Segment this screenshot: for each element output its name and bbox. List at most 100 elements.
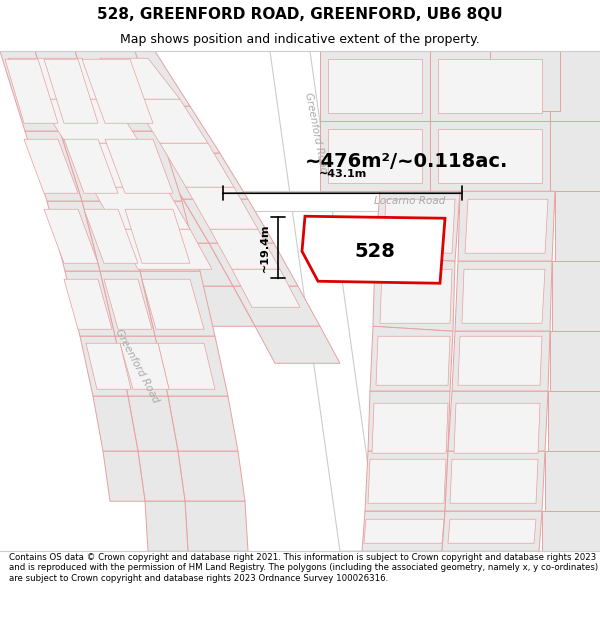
Polygon shape: [548, 391, 600, 451]
Polygon shape: [64, 279, 112, 329]
Text: 528: 528: [355, 242, 395, 261]
Polygon shape: [119, 243, 233, 286]
Polygon shape: [35, 51, 100, 131]
Polygon shape: [462, 269, 545, 323]
Polygon shape: [122, 201, 200, 271]
Polygon shape: [233, 286, 320, 326]
Polygon shape: [92, 188, 190, 229]
Polygon shape: [105, 139, 173, 193]
Text: ~19.4m: ~19.4m: [260, 224, 270, 272]
Polygon shape: [550, 121, 600, 191]
Text: Greenford Road: Greenford Road: [113, 328, 161, 405]
Polygon shape: [30, 51, 230, 551]
Polygon shape: [373, 256, 455, 331]
Polygon shape: [93, 396, 138, 451]
Polygon shape: [542, 511, 600, 551]
Polygon shape: [210, 229, 280, 269]
Polygon shape: [44, 209, 98, 263]
Polygon shape: [125, 209, 190, 263]
Polygon shape: [458, 191, 555, 261]
Polygon shape: [160, 143, 234, 188]
Polygon shape: [44, 59, 98, 123]
Polygon shape: [35, 106, 155, 153]
Polygon shape: [80, 336, 128, 396]
Polygon shape: [125, 106, 220, 153]
Polygon shape: [5, 59, 58, 123]
Polygon shape: [185, 501, 248, 551]
Text: Locarno Road: Locarno Road: [374, 196, 446, 206]
Polygon shape: [90, 51, 190, 106]
Polygon shape: [232, 269, 300, 308]
Polygon shape: [255, 326, 340, 363]
Polygon shape: [302, 216, 445, 283]
Polygon shape: [142, 279, 204, 329]
Polygon shape: [104, 279, 152, 329]
Polygon shape: [362, 511, 445, 551]
Polygon shape: [47, 201, 100, 271]
Polygon shape: [100, 271, 155, 336]
Polygon shape: [64, 139, 118, 193]
Polygon shape: [183, 199, 274, 243]
Polygon shape: [0, 51, 125, 106]
Polygon shape: [75, 51, 160, 131]
Polygon shape: [438, 59, 542, 113]
Polygon shape: [550, 331, 600, 391]
Polygon shape: [450, 459, 538, 503]
Polygon shape: [60, 131, 122, 201]
Text: Contains OS data © Crown copyright and database right 2021. This information is : Contains OS data © Crown copyright and d…: [9, 552, 598, 582]
Polygon shape: [328, 59, 422, 113]
Polygon shape: [320, 121, 430, 191]
Polygon shape: [445, 451, 545, 511]
Polygon shape: [328, 129, 422, 183]
Polygon shape: [458, 336, 542, 385]
Polygon shape: [100, 131, 182, 201]
Polygon shape: [116, 229, 212, 269]
Polygon shape: [375, 191, 460, 261]
Polygon shape: [128, 396, 178, 451]
Polygon shape: [438, 129, 542, 183]
Polygon shape: [103, 451, 145, 501]
Polygon shape: [442, 511, 542, 551]
Polygon shape: [430, 51, 550, 121]
Polygon shape: [465, 199, 548, 253]
Text: 528, GREENFORD ROAD, GREENFORD, UB6 8QU: 528, GREENFORD ROAD, GREENFORD, UB6 8QU: [97, 7, 503, 22]
Polygon shape: [8, 58, 112, 99]
Polygon shape: [65, 271, 115, 336]
Polygon shape: [365, 451, 448, 511]
Text: ~476m²/~0.118ac.: ~476m²/~0.118ac.: [305, 152, 508, 171]
Polygon shape: [368, 391, 450, 451]
Polygon shape: [552, 261, 600, 331]
Polygon shape: [178, 451, 245, 501]
Polygon shape: [24, 139, 78, 193]
Polygon shape: [454, 403, 540, 453]
Polygon shape: [0, 51, 60, 131]
Polygon shape: [66, 143, 166, 188]
Polygon shape: [100, 58, 180, 99]
Polygon shape: [490, 51, 560, 111]
Polygon shape: [143, 286, 255, 326]
Polygon shape: [550, 51, 600, 121]
Polygon shape: [448, 519, 536, 543]
Polygon shape: [140, 271, 215, 336]
Text: Map shows position and indicative extent of the property.: Map shows position and indicative extent…: [120, 34, 480, 46]
Polygon shape: [383, 199, 455, 253]
Polygon shape: [120, 343, 169, 389]
Polygon shape: [82, 59, 153, 123]
Polygon shape: [364, 519, 444, 543]
Polygon shape: [168, 396, 238, 451]
Polygon shape: [555, 191, 600, 261]
Polygon shape: [86, 343, 131, 389]
Polygon shape: [138, 451, 185, 501]
Polygon shape: [455, 261, 552, 331]
Polygon shape: [448, 391, 548, 451]
Polygon shape: [270, 51, 380, 551]
Polygon shape: [210, 191, 600, 211]
Polygon shape: [320, 51, 430, 121]
Polygon shape: [430, 121, 550, 191]
Polygon shape: [25, 131, 82, 201]
Polygon shape: [38, 99, 140, 143]
Polygon shape: [115, 336, 168, 396]
Polygon shape: [65, 153, 183, 199]
Polygon shape: [155, 336, 228, 396]
Polygon shape: [368, 459, 446, 503]
